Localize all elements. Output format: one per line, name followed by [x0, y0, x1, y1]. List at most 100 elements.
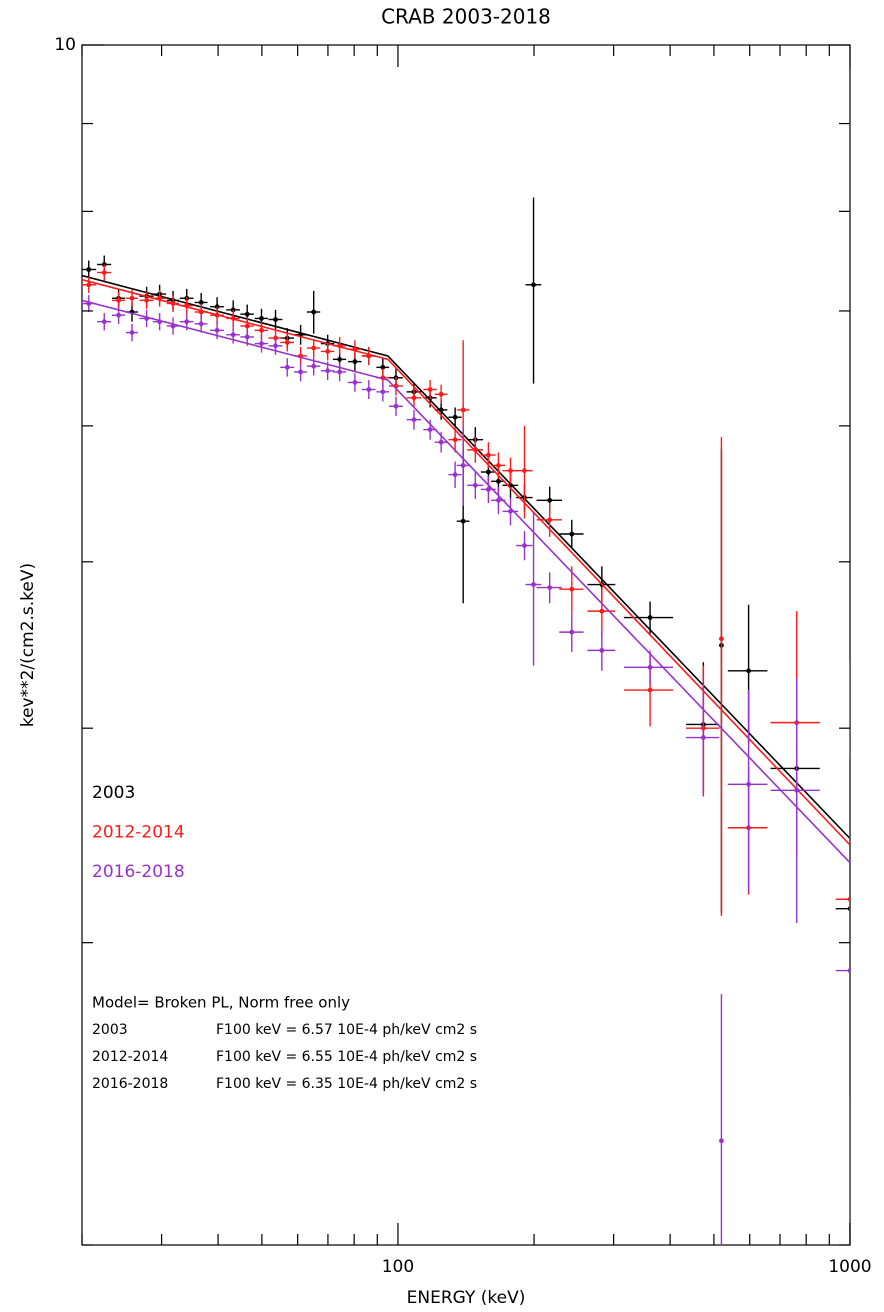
- y-axis-label: kev**2/(cm2.s.keV): [18, 563, 38, 727]
- data-point: [496, 463, 501, 468]
- data-point: [284, 364, 290, 370]
- annotation-label: 2012-2014: [92, 1049, 168, 1065]
- data-point: [116, 312, 122, 318]
- data-point: [522, 543, 527, 548]
- legend-label: 2016-2018: [92, 862, 185, 882]
- data-point: [531, 282, 536, 288]
- data-point: [438, 391, 444, 397]
- data-point: [411, 417, 417, 423]
- legend-label: 2003: [92, 783, 135, 803]
- data-point: [569, 531, 575, 537]
- annotation-text: F100 keV = 6.35 10E-4 ph/keV cm2 s: [216, 1076, 477, 1092]
- data-point: [101, 270, 107, 275]
- data-point: [380, 389, 386, 395]
- data-point: [259, 316, 264, 321]
- data-point: [198, 321, 204, 327]
- data-point: [599, 608, 605, 614]
- data-point: [411, 395, 417, 401]
- data-point: [214, 327, 220, 333]
- data-point: [325, 368, 331, 374]
- legend-label: 2012-2014: [92, 823, 185, 843]
- data-point: [352, 380, 358, 385]
- model-line: [82, 299, 850, 864]
- data-point: [129, 295, 135, 301]
- data-point: [86, 267, 92, 272]
- x-axis-label: ENERGY (keV): [407, 1288, 526, 1308]
- data-point: [438, 407, 444, 413]
- data-point: [508, 508, 513, 514]
- data-point: [366, 353, 372, 359]
- x-tick-label: 100: [382, 1257, 414, 1277]
- data-point: [719, 636, 724, 642]
- data-point: [157, 319, 163, 325]
- data-point: [547, 585, 553, 591]
- data-point: [244, 334, 250, 340]
- data-point: [284, 340, 290, 345]
- data-point: [86, 301, 92, 306]
- data-point: [531, 582, 536, 587]
- annotation-text: F100 keV = 6.57 10E-4 ph/keV cm2 s: [216, 1022, 477, 1038]
- plot-area: [82, 197, 850, 1245]
- data-point: [794, 787, 800, 793]
- data-point: [244, 323, 250, 329]
- annotation-text: F100 keV = 6.55 10E-4 ph/keV cm2 s: [216, 1049, 477, 1065]
- data-point: [472, 482, 478, 488]
- data-point: [170, 301, 176, 306]
- model-line: [82, 274, 850, 840]
- data-point: [452, 472, 458, 478]
- data-point: [214, 312, 220, 318]
- data-point: [244, 311, 250, 317]
- data-point: [452, 414, 458, 420]
- data-point: [485, 452, 491, 458]
- data-point: [427, 427, 433, 433]
- data-point: [86, 282, 92, 288]
- plot-frame: [81, 44, 851, 1246]
- data-point: [496, 497, 501, 503]
- data-point: [273, 343, 278, 349]
- data-point: [700, 735, 706, 740]
- data-point: [547, 497, 553, 503]
- data-point: [298, 369, 304, 375]
- data-point: [352, 359, 358, 365]
- data-point: [647, 664, 653, 670]
- data-point: [337, 369, 343, 375]
- data-point: [337, 356, 343, 362]
- data-point: [311, 363, 317, 369]
- data-point: [393, 403, 399, 409]
- data-point: [144, 297, 150, 303]
- model-line: [82, 278, 850, 846]
- data-point: [460, 518, 466, 524]
- data-point: [198, 300, 204, 305]
- data-point: [230, 316, 236, 321]
- data-point: [496, 478, 501, 484]
- data-point: [198, 309, 204, 315]
- annotation-label: 2003: [92, 1022, 128, 1038]
- data-point: [259, 341, 264, 346]
- data-point: [101, 319, 107, 325]
- data-point: [273, 317, 278, 322]
- chart-title: CRAB 2003-2018: [381, 5, 551, 29]
- data-point: [366, 387, 372, 392]
- data-point: [311, 309, 317, 315]
- data-point: [460, 407, 466, 413]
- data-point: [508, 468, 513, 474]
- data-point: [157, 295, 163, 301]
- data-point: [569, 629, 575, 635]
- data-point: [144, 316, 150, 321]
- data-point: [311, 345, 317, 351]
- data-point: [427, 387, 433, 392]
- data-point: [485, 469, 491, 475]
- data-point: [325, 349, 331, 354]
- data-point: [438, 439, 444, 445]
- data-point: [599, 647, 605, 653]
- data-point: [259, 327, 264, 333]
- data-point: [522, 468, 527, 474]
- data-point: [337, 343, 343, 349]
- data-point: [647, 615, 653, 620]
- data-point: [184, 303, 190, 309]
- data-point: [352, 346, 358, 352]
- data-point: [452, 437, 458, 443]
- data-point: [847, 968, 850, 973]
- data-point: [472, 447, 478, 453]
